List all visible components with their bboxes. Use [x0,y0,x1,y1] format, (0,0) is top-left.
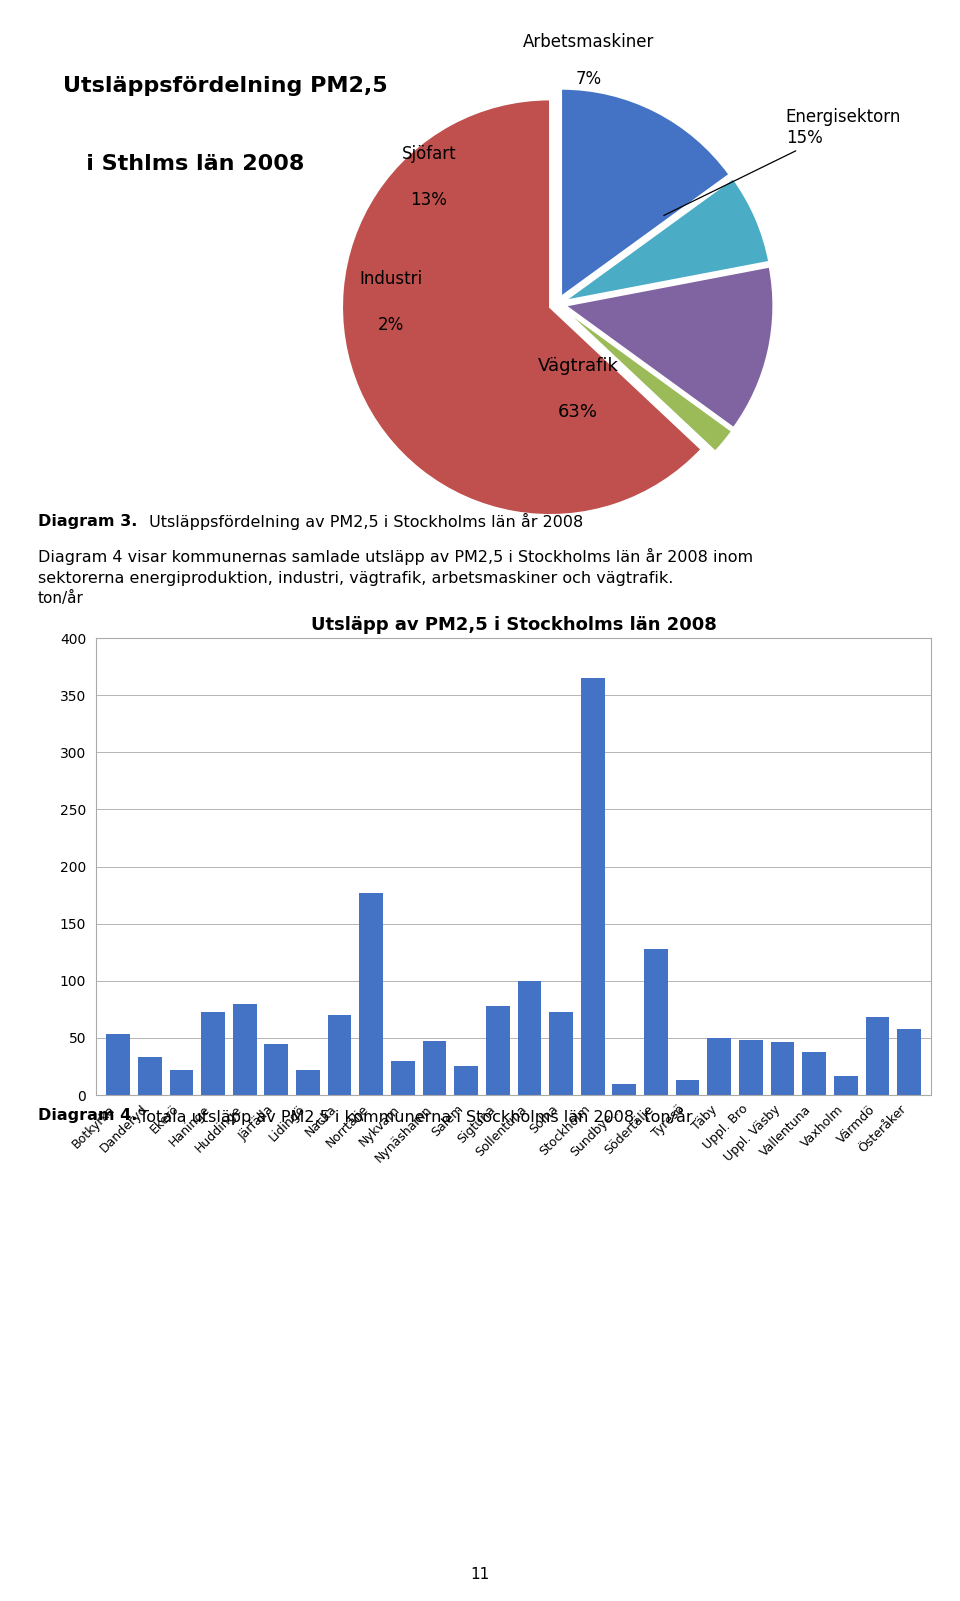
Text: Industri: Industri [360,271,423,288]
Bar [327,1015,351,1095]
Bar [549,1012,573,1095]
Wedge shape [565,267,773,427]
Wedge shape [565,179,769,301]
Wedge shape [562,90,730,296]
Bar [771,1042,794,1095]
Text: Utsläppsfördelning PM2,5: Utsläppsfördelning PM2,5 [63,75,388,96]
Bar [803,1052,826,1095]
Bar [170,1069,193,1095]
Bar [834,1076,857,1095]
Text: Utsläppsfördelning av PM2,5 i Stockholms län år 2008: Utsläppsfördelning av PM2,5 i Stockholms… [144,512,583,530]
Wedge shape [564,309,732,451]
Bar [138,1057,161,1095]
Text: Energisektorn
15%: Energisektorn 15% [663,107,901,216]
Bar [866,1017,889,1095]
Bar [708,1037,732,1095]
Text: 13%: 13% [410,191,447,210]
Text: Totala utsläpp av PM2,5 i kommunerna i Stockholms län 2008, ton/år: Totala utsläpp av PM2,5 i kommunerna i S… [134,1108,692,1126]
Text: Vägtrafik: Vägtrafik [538,357,618,375]
Text: ton/år: ton/år [37,591,84,607]
Wedge shape [342,99,701,516]
Bar [202,1012,225,1095]
Bar [233,1004,256,1095]
Bar [644,949,668,1095]
Text: Diagram 3.: Diagram 3. [38,514,138,528]
Text: Arbetsmaskiner: Arbetsmaskiner [523,32,655,51]
Bar [422,1041,446,1095]
Bar [898,1029,921,1095]
Bar [739,1041,763,1095]
Text: 2%: 2% [378,315,404,333]
Bar [264,1044,288,1095]
Bar [107,1034,130,1095]
Text: Diagram 4 visar kommunernas samlade utsläpp av PM2,5 i Stockholms län år 2008 in: Diagram 4 visar kommunernas samlade utsl… [38,548,754,586]
Bar [676,1081,700,1095]
Bar [454,1066,478,1095]
Text: i Sthlms län 2008: i Sthlms län 2008 [63,154,304,175]
Bar [581,677,605,1095]
Text: 11: 11 [470,1567,490,1582]
Text: 7%: 7% [576,70,602,88]
Bar [359,893,383,1095]
Text: Sjöfart: Sjöfart [401,146,456,163]
Text: 63%: 63% [558,403,598,421]
Bar [612,1084,636,1095]
Bar [391,1061,415,1095]
Bar [296,1069,320,1095]
Bar [486,1005,510,1095]
Bar [517,981,541,1095]
Title: Utsläpp av PM2,5 i Stockholms län 2008: Utsläpp av PM2,5 i Stockholms län 2008 [311,616,716,634]
Text: Diagram 4.: Diagram 4. [38,1108,138,1124]
